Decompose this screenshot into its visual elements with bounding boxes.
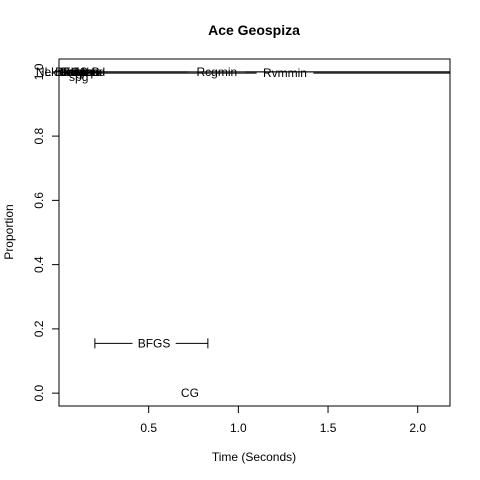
interval-label: spg (69, 70, 88, 84)
plot-marks: Nelder-MeadL-BFGS-Bnlmnlminbucminfnewuoa… (36, 65, 450, 400)
y-tick-label: 0.6 (32, 192, 46, 209)
y-tick-label: 1.0 (32, 63, 46, 80)
y-tick-label: 0.0 (32, 384, 46, 401)
y-tick-label: 0.8 (32, 127, 46, 144)
x-axis-label: Time (Seconds) (212, 450, 296, 464)
interval-label: BFGS (138, 336, 171, 350)
point-label: CG (181, 386, 199, 400)
y-axis-label: Proportion (2, 204, 16, 259)
interval-label: Rcgmin (196, 65, 237, 79)
x-tick-label: 0.5 (140, 421, 157, 435)
x-tick-label: 1.0 (230, 421, 247, 435)
y-tick-label: 0.2 (32, 320, 46, 337)
chart-title: Ace Geospiza (208, 22, 300, 38)
interval-label: Rvmmin (263, 66, 307, 80)
x-axis: 0.5 1.0 1.5 2.0 (140, 405, 426, 435)
y-axis: 0.0 0.2 0.4 0.6 0.8 1.0 (32, 63, 60, 401)
x-tick-label: 1.5 (320, 421, 337, 435)
plot-frame (58, 58, 451, 407)
x-tick-label: 2.0 (409, 421, 426, 435)
y-tick-label: 0.4 (32, 256, 46, 273)
